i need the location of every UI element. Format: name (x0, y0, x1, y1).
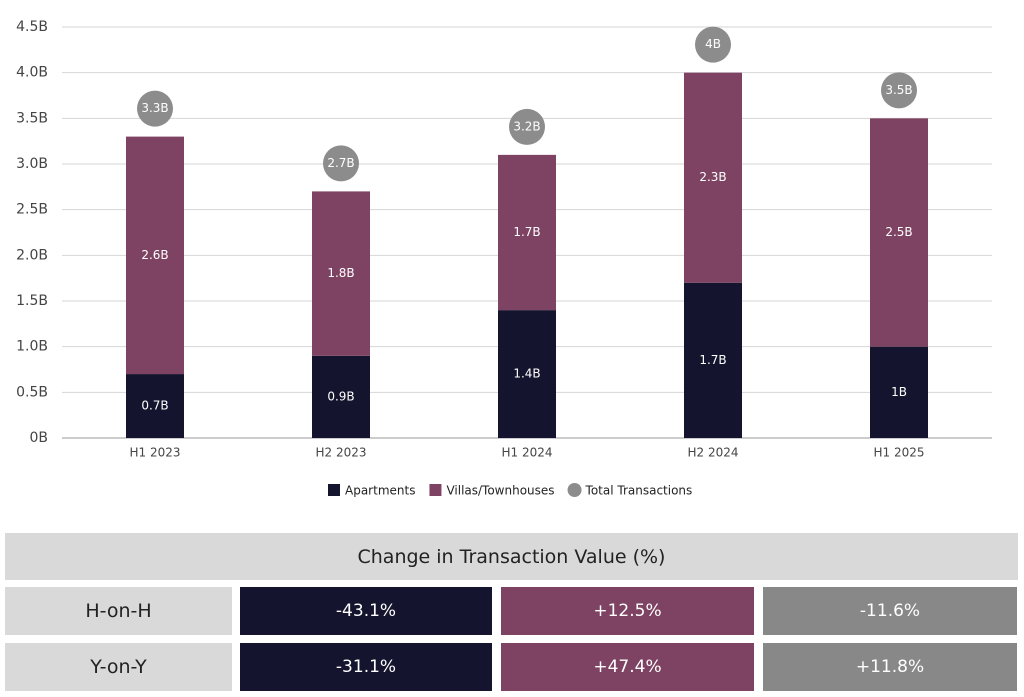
bar-segment (870, 346, 928, 438)
legend-swatch (328, 484, 340, 496)
total-marker (137, 90, 173, 127)
total-label: 3.3B (141, 101, 168, 115)
total-label: 3.5B (885, 83, 912, 97)
legend-swatch (429, 484, 442, 496)
row-label: Y-on-Y (5, 643, 232, 691)
table-cell: +12.5% (501, 587, 754, 635)
legend-label: Total Transactions (585, 484, 693, 498)
legend-label: Villas/Townhouses (446, 484, 554, 498)
x-tick-label: H1 2024 (501, 446, 552, 460)
total-marker (323, 145, 359, 182)
y-tick-label: 3.5B (16, 110, 48, 126)
bar-label: 2.3B (699, 170, 726, 184)
table-cell: +11.8% (763, 643, 1017, 691)
y-tick-label: 4.5B (16, 19, 48, 35)
bar-segment (498, 154, 556, 311)
legend-label: Apartments (345, 484, 415, 498)
bar-label: 0.7B (141, 399, 168, 413)
bar-segment (870, 118, 928, 347)
y-tick-label: 3.0B (16, 156, 48, 172)
bar-label: 2.5B (885, 225, 912, 239)
table-cell: -31.1% (240, 643, 492, 691)
bar-label: 2.6B (141, 248, 168, 262)
bar-segment (126, 136, 184, 375)
y-tick-label: 1.5B (16, 293, 48, 309)
total-marker (881, 72, 917, 109)
bar-segment (312, 355, 370, 438)
y-tick-label: 1.0B (16, 339, 48, 355)
table-cell: -43.1% (240, 587, 492, 635)
y-tick-label: 0B (29, 430, 48, 446)
total-marker (695, 26, 731, 63)
bar-segment (126, 374, 184, 438)
chart: 0B 0.5B 1.0B 1.5B 2.0B 2.5B 3.0B 3.5B 4.0B 4.5B H1… (16, 19, 992, 498)
x-tick-label: H2 2023 (315, 446, 366, 460)
y-tick-label: 2.0B (16, 247, 48, 263)
total-label: 4B (705, 37, 721, 51)
y-tick-label: 2.5B (16, 202, 48, 218)
bar-segment (498, 310, 556, 438)
total-marker (509, 108, 545, 145)
total-label: 2.7B (327, 156, 354, 170)
x-tick-label: H1 2025 (873, 446, 924, 460)
legend-swatch (567, 483, 582, 497)
bar-segment (312, 191, 370, 356)
bar-label: 0.9B (327, 389, 354, 403)
bar-label: 1.7B (513, 225, 540, 239)
total-label: 3.2B (513, 119, 540, 133)
bar-segment (684, 72, 742, 283)
table-cell: +47.4% (501, 643, 754, 691)
bar-label: 1.4B (513, 367, 540, 381)
x-tick-label: H1 2023 (129, 446, 180, 460)
y-tick-label: 4.0B (16, 65, 48, 81)
table-cell: -11.6% (763, 587, 1017, 635)
bar-label: 1B (891, 385, 907, 399)
y-tick-label: 0.5B (16, 384, 48, 400)
bar-segment (684, 282, 742, 438)
x-tick-label: H2 2024 (687, 446, 738, 460)
table-title: Change in Transaction Value (%) (5, 533, 1018, 580)
bar-label: 1.7B (699, 353, 726, 367)
bar-label: 1.8B (327, 266, 354, 280)
row-label: H-on-H (5, 587, 232, 635)
